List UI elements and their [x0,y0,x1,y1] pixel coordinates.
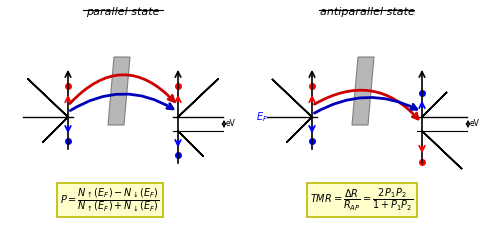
Polygon shape [352,57,374,125]
Text: antiparallel state: antiparallel state [320,7,414,17]
Polygon shape [178,131,203,156]
Polygon shape [287,117,312,142]
Polygon shape [422,92,447,117]
Text: parallel state: parallel state [86,7,160,17]
Text: $P=\dfrac{N_{\uparrow}(E_F)-N_{\downarrow}(E_F)}{N_{\uparrow}(E_F)+N_{\downarrow: $P=\dfrac{N_{\uparrow}(E_F)-N_{\downarro… [60,187,160,213]
Text: eV: eV [470,120,480,129]
Text: $TMR=\dfrac{\Delta R}{R_{AP}}=\dfrac{2\,P_1 P_2}{1+P_1 P_2}$: $TMR=\dfrac{\Delta R}{R_{AP}}=\dfrac{2\,… [310,187,414,213]
Text: eV: eV [226,120,236,129]
Polygon shape [108,57,130,125]
Text: $E_F$: $E_F$ [256,110,268,124]
Polygon shape [178,79,218,117]
Polygon shape [272,79,312,117]
Polygon shape [422,131,462,169]
Polygon shape [43,117,68,142]
Polygon shape [28,79,68,117]
